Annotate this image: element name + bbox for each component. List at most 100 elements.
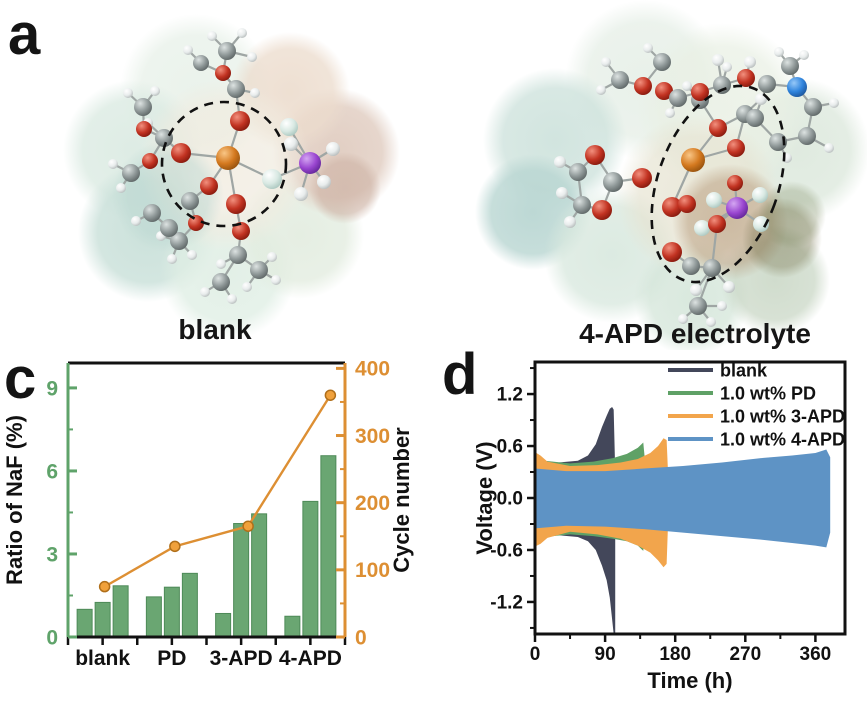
bar-PD-3 [181,572,198,638]
atom-O [232,222,250,240]
atom-H [267,252,277,262]
atom-H [601,57,611,67]
atom-O [142,153,158,169]
atom-H [596,85,606,95]
atom-H [706,317,716,327]
c-right-tick-label: 0 [355,626,367,649]
atom-C [170,232,188,250]
atom-C [703,259,721,277]
atom-F [753,216,769,232]
c-right-tick-label: 400 [355,358,390,381]
atom-C [227,80,245,98]
atoms [108,28,340,304]
atom-O [200,177,218,195]
c-left-tick-label: 6 [46,460,58,483]
atom-C [193,55,209,71]
atom-O [655,82,673,100]
d-legend: blank 1.0 wt% PD 1.0 wt% 3-APD 1.0 wt% 4-AP… [668,360,845,449]
d-x-axis-title: Time (h) [647,668,732,693]
chart-naf-ratio-and-cycle-number: 0 3 6 9 0 100 200 300 400 blank PD 3-APD 4-APD Ratio … [2,358,414,670]
atom-C [250,261,268,279]
c-left-tick-label: 3 [46,543,58,566]
atom-H [690,284,702,296]
bar-3-APD-1 [215,612,232,638]
atom-H [183,45,193,55]
c-right-tick-label: 100 [355,559,390,582]
d-y-tick-label: 1.2 [497,385,523,406]
atom-H [123,88,133,98]
c-category-label: 3-APD [210,647,273,670]
bar-4-APD-3 [320,455,337,638]
cycle-line [104,394,332,588]
atom-C [781,57,799,75]
atom-H [200,287,210,297]
atom-C [603,172,623,192]
panel-letter-c: c [4,346,37,411]
atom-C [682,257,700,275]
bar-PD-1 [145,596,162,638]
c-right-tick-label: 200 [355,492,390,515]
atoms [554,43,839,327]
atom-H [187,250,197,260]
atom-N [787,77,807,97]
c-category-label: blank [75,647,130,670]
atom-H [167,254,177,264]
atom-H [242,282,252,292]
bar-3-APD-3 [251,513,268,638]
atom-H [116,183,126,193]
solvation-shell-outline [160,100,288,228]
atom-Na [681,148,705,172]
atom-C [569,163,587,181]
atom-H [799,50,809,60]
atom-O [592,200,612,220]
voltage-traces [535,407,831,634]
atom-H [150,86,160,96]
atom-F [280,118,298,136]
d-x-tick-label: 90 [595,644,616,665]
atom-C [134,98,152,116]
atom-C [669,89,687,107]
c-left-tick-label: 0 [46,626,58,649]
d-y-tick-label: 0.6 [497,437,523,458]
atom-O [662,242,682,262]
atom-F [262,169,282,189]
c-category-label: PD [157,647,186,670]
atom-H [564,216,576,228]
atom-C [155,129,173,147]
atom-O [737,69,755,87]
trace-1-0-wt-4-apd [535,449,831,548]
bar-3-APD-2 [233,523,250,638]
atom-F [694,220,710,236]
atom-H [678,314,688,324]
molecule-render-4apd-electrolyte [475,0,867,350]
atom-P [726,197,748,219]
bar-blank-1 [76,608,93,638]
atom-H [682,81,692,91]
atom-C [713,76,731,94]
atom-H [284,137,298,151]
d-y-tick-label: -0.6 [490,541,523,562]
atom-O [171,143,191,163]
atom-O [136,121,152,137]
d-axes [527,367,817,642]
atom-H [717,301,727,311]
naf-ratio-bars [76,455,337,638]
atom-O [678,195,696,213]
atom-O [709,119,727,137]
cycle-point-blank [98,580,111,593]
panel-b: b 4-APD electrolyte [430,0,867,350]
atom-F [706,192,722,208]
atom-H [108,159,118,169]
d-y-tick-label: -1.2 [490,593,523,614]
caption-blank: blank [178,314,252,345]
atom-C [653,53,671,71]
atom-H [227,294,237,304]
c-category-label: 4-APD [279,647,342,670]
caption-4apd-electrolyte: 4-APD electrolyte [579,318,811,349]
atom-O [230,111,250,131]
atom-C [746,109,764,127]
atom-C [229,246,247,264]
atom-C [122,164,140,182]
legend-label: 1.0 wt% 3-APD [720,406,845,426]
